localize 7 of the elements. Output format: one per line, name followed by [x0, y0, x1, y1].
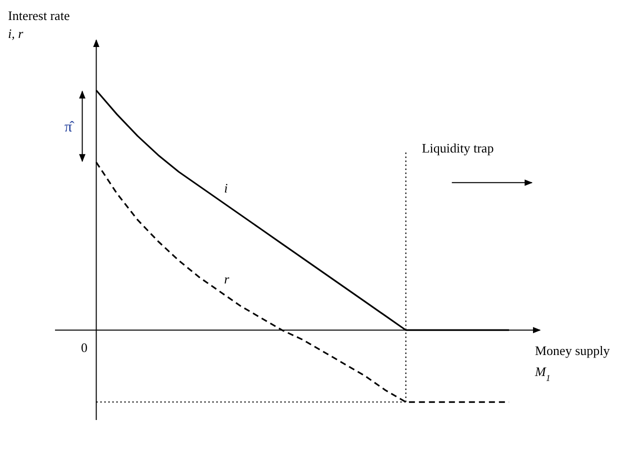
series-label: i [224, 180, 228, 196]
annotation: Liquidity trap [422, 140, 494, 156]
x-axis-title: Money supply M$_{1}$ [534, 343, 610, 384]
y-axis-title: Interest rate i, r [8, 8, 70, 41]
annotation: 0 [81, 340, 88, 356]
text: π̂ [64, 119, 76, 136]
series-label: r [224, 272, 230, 287]
